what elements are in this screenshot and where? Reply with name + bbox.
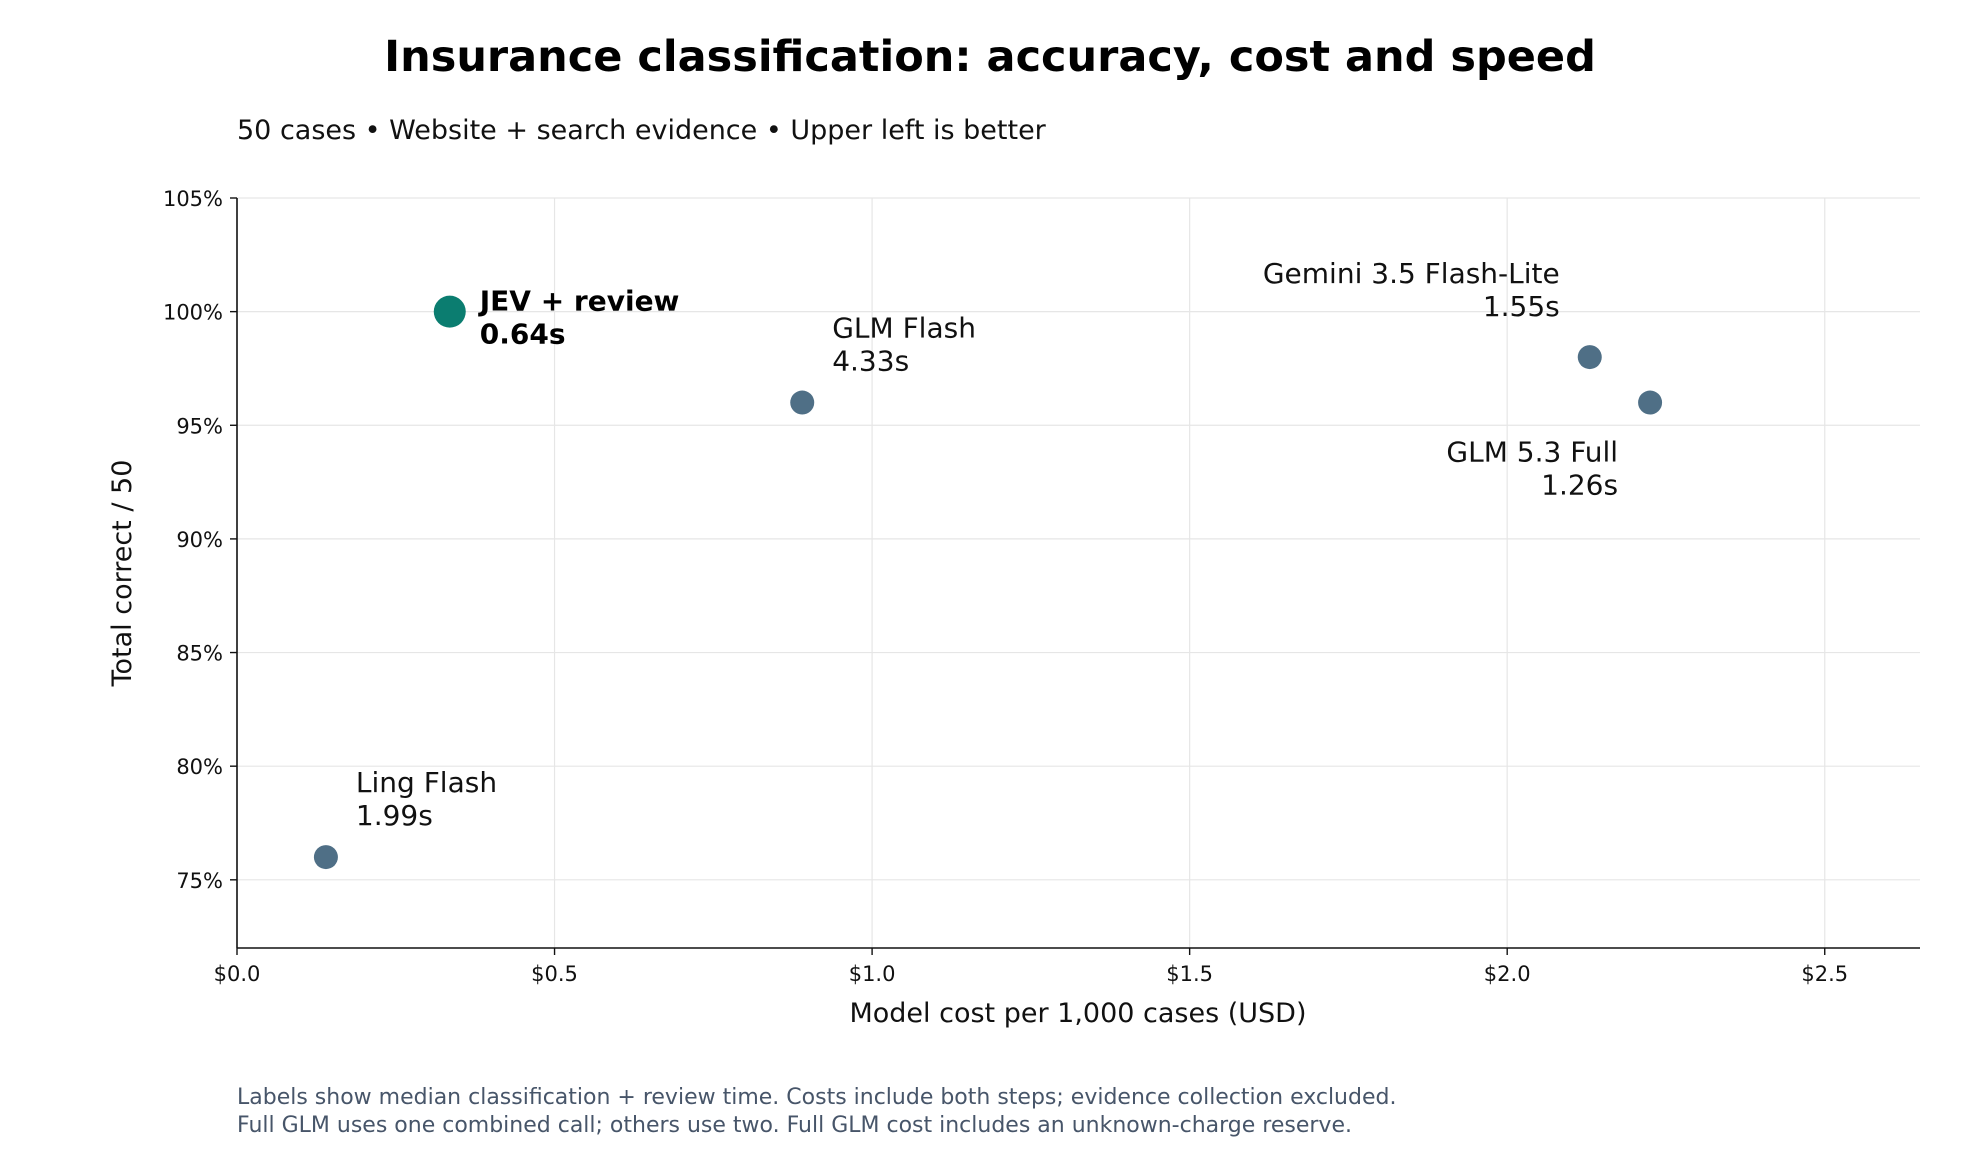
y-tick-label-6: 105% bbox=[163, 187, 223, 211]
label-jev-review-time: 0.64s bbox=[480, 318, 566, 351]
x-tick-label-0: $0.0 bbox=[214, 962, 261, 986]
y-axis-label: Total correct / 50 bbox=[107, 460, 138, 688]
point-glm-5-3-full bbox=[1638, 390, 1663, 415]
chart-title: Insurance classification: accuracy, cost… bbox=[384, 32, 1596, 82]
x-axis-ticks: $0.0 $0.5 $1.0 $1.5 $2.0 $2.5 bbox=[214, 948, 1848, 986]
label-jev-review-name: JEV + review bbox=[478, 285, 680, 318]
label-glm-5-3-full-time: 1.26s bbox=[1541, 469, 1618, 502]
x-tick-label-2: $1.0 bbox=[849, 962, 896, 986]
label-ling-flash-name: Ling Flash bbox=[356, 766, 497, 799]
y-tick-label-0: 75% bbox=[176, 869, 223, 893]
point-gemini-3-5-flash-lite bbox=[1577, 345, 1602, 370]
x-axis-label: Model cost per 1,000 cases (USD) bbox=[849, 998, 1306, 1029]
x-tick-label-5: $2.5 bbox=[1801, 962, 1848, 986]
label-glm-5-3-full-name: GLM 5.3 Full bbox=[1446, 436, 1618, 469]
footnote-line-2: Full GLM uses one combined call; others … bbox=[237, 1113, 1352, 1138]
point-jev-review bbox=[433, 295, 466, 328]
label-gemini-3-5-flash-lite: Gemini 3.5 Flash-Lite 1.55s bbox=[1263, 257, 1560, 323]
label-glm-flash-time: 4.33s bbox=[832, 345, 909, 378]
y-tick-label-4: 95% bbox=[176, 414, 223, 438]
y-tick-label-3: 90% bbox=[176, 528, 223, 552]
point-ling-flash bbox=[313, 845, 338, 870]
label-glm-flash-name: GLM Flash bbox=[832, 312, 976, 345]
label-glm-5-3-full: GLM 5.3 Full 1.26s bbox=[1446, 436, 1618, 502]
label-jev-review: JEV + review 0.64s bbox=[478, 285, 680, 351]
label-glm-flash: GLM Flash 4.33s bbox=[832, 312, 976, 378]
chart-subtitle: 50 cases • Website + search evidence • U… bbox=[237, 115, 1047, 146]
label-gemini-3-5-flash-lite-name: Gemini 3.5 Flash-Lite bbox=[1263, 257, 1560, 290]
point-glm-flash bbox=[790, 390, 815, 415]
y-tick-label-2: 85% bbox=[176, 642, 223, 666]
x-tick-label-4: $2.0 bbox=[1484, 962, 1531, 986]
label-ling-flash: Ling Flash 1.99s bbox=[356, 766, 497, 832]
x-tick-label-1: $0.5 bbox=[531, 962, 578, 986]
footnote-line-1: Labels show median classification + revi… bbox=[237, 1085, 1396, 1110]
data-points bbox=[313, 295, 1663, 870]
grid bbox=[236, 197, 1920, 948]
label-gemini-3-5-flash-lite-time: 1.55s bbox=[1483, 290, 1560, 323]
y-tick-label-5: 100% bbox=[163, 301, 223, 325]
axes bbox=[236, 198, 1920, 949]
y-tick-label-1: 80% bbox=[176, 755, 223, 779]
x-tick-label-3: $1.5 bbox=[1166, 962, 1213, 986]
point-labels: JEV + review 0.64s GLM Flash 4.33s Gemini 3.… bbox=[356, 257, 1618, 832]
y-axis-ticks: 75% 80% 85% 90% 95% 100% 105% bbox=[163, 187, 237, 893]
label-ling-flash-time: 1.99s bbox=[356, 799, 433, 832]
